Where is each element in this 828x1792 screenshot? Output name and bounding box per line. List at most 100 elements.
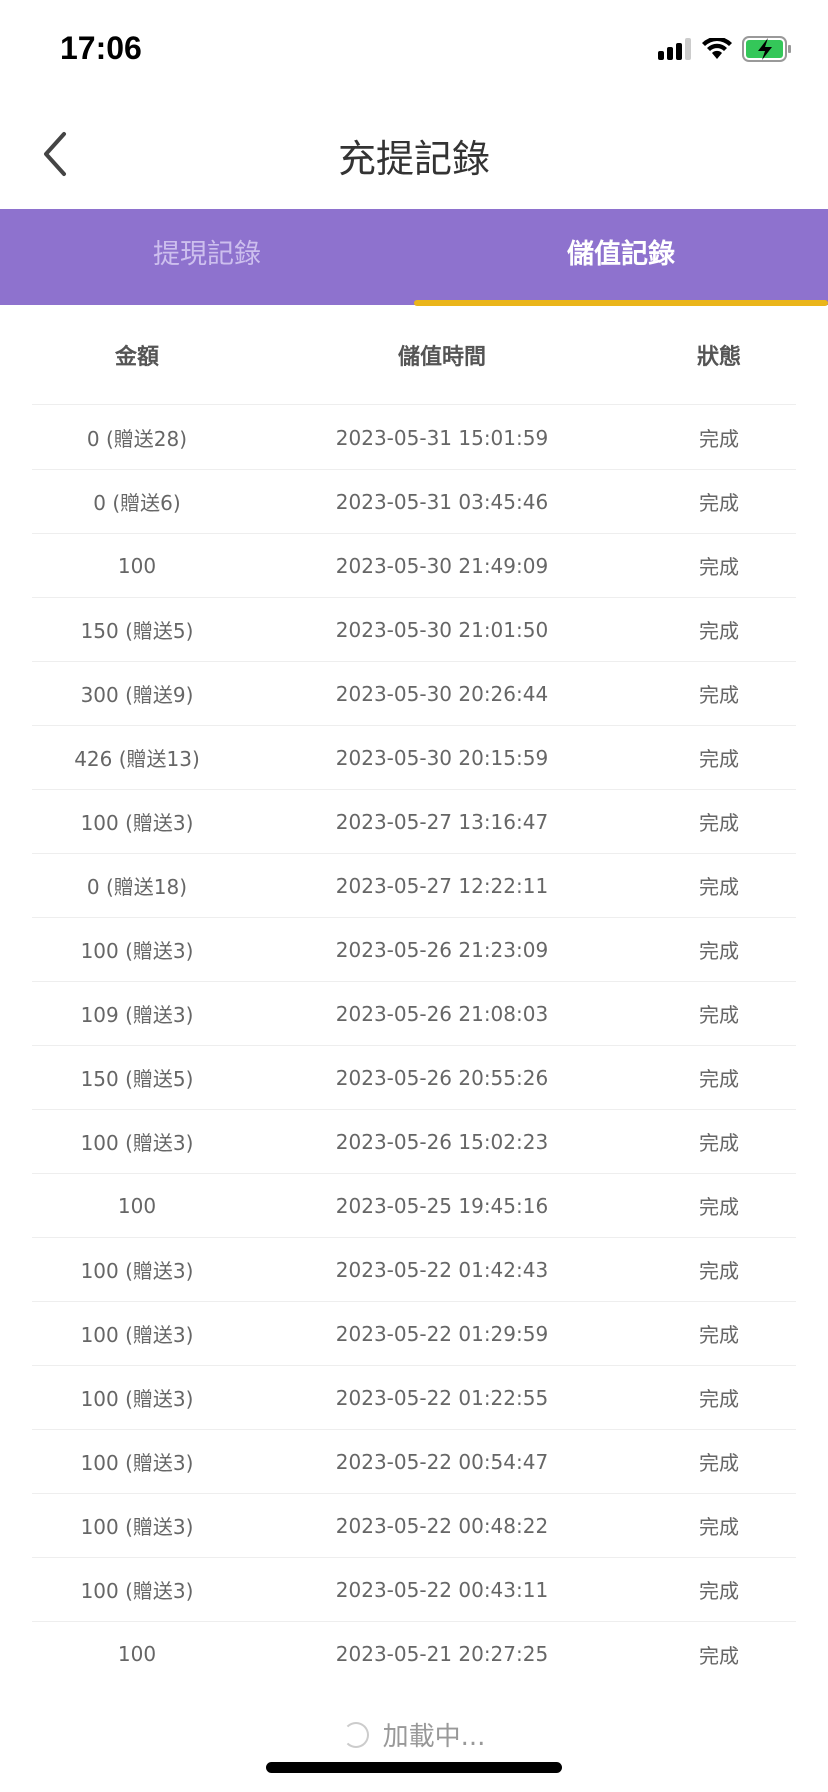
home-indicator (266, 1762, 562, 1773)
cell-amount: 100 (贈送3) (80, 1387, 194, 1411)
cell-amount: 109 (贈送3) (80, 1003, 194, 1027)
signal-icon (658, 38, 691, 60)
cell-amount: 150 (贈送5) (80, 619, 194, 643)
cell-status: 完成 (699, 491, 739, 515)
cell-status: 完成 (699, 939, 739, 963)
table-row: 100 2023-05-30 21:49:09 完成 (32, 534, 796, 598)
table-row: 100 (贈送3) 2023-05-22 00:54:47 完成 (32, 1430, 796, 1494)
table-row: 100 (贈送3) 2023-05-22 01:29:59 完成 (32, 1302, 796, 1366)
cell-time: 2023-05-26 21:23:09 (335, 937, 549, 962)
cell-time: 2023-05-22 00:43:11 (335, 1577, 549, 1602)
cell-status: 完成 (699, 747, 739, 771)
table-row: 100 2023-05-21 20:27:25 完成 (32, 1622, 796, 1686)
table-row: 150 (贈送5) 2023-05-26 20:55:26 完成 (32, 1046, 796, 1110)
cell-time: 2023-05-30 20:26:44 (335, 681, 549, 706)
cell-status: 完成 (699, 1387, 739, 1411)
cell-amount: 100 (117, 1642, 157, 1666)
cell-status: 完成 (699, 1131, 739, 1155)
table-row: 100 (贈送3) 2023-05-22 00:48:22 完成 (32, 1494, 796, 1558)
nav-bar: 充提記錄 (0, 100, 828, 209)
cell-status: 完成 (699, 427, 739, 451)
cell-time: 2023-05-30 21:01:50 (335, 617, 549, 642)
cell-time: 2023-05-22 00:48:22 (335, 1513, 549, 1538)
table-row: 150 (贈送5) 2023-05-30 21:01:50 完成 (32, 598, 796, 662)
cell-amount: 0 (贈送6) (93, 491, 181, 515)
cell-time: 2023-05-21 20:27:25 (335, 1642, 549, 1666)
table-row: 100 (贈送3) 2023-05-26 15:02:23 完成 (32, 1110, 796, 1174)
table-row: 100 (贈送3) 2023-05-22 00:43:11 完成 (32, 1558, 796, 1622)
table-row: 0 (贈送18) 2023-05-27 12:22:11 完成 (32, 854, 796, 918)
cell-amount: 100 (117, 1193, 157, 1218)
cell-time: 2023-05-26 21:08:03 (335, 1001, 549, 1026)
cell-amount: 100 (贈送3) (80, 1515, 194, 1539)
cell-time: 2023-05-27 12:22:11 (335, 873, 549, 898)
cell-time: 2023-05-22 01:42:43 (335, 1257, 549, 1282)
cell-amount: 150 (贈送5) (80, 1067, 194, 1091)
cell-amount: 100 (贈送3) (80, 1131, 194, 1155)
cell-status: 完成 (699, 555, 739, 579)
cell-status: 完成 (699, 1003, 739, 1027)
cell-time: 2023-05-31 15:01:59 (335, 425, 549, 450)
cell-time: 2023-05-30 20:15:59 (335, 745, 549, 770)
table-row: 300 (贈送9) 2023-05-30 20:26:44 完成 (32, 662, 796, 726)
cell-time: 2023-05-22 01:22:55 (335, 1385, 549, 1410)
cell-amount: 0 (贈送28) (86, 427, 188, 451)
table-row: 100 (贈送3) 2023-05-22 01:42:43 完成 (32, 1238, 796, 1302)
cell-status: 完成 (699, 683, 739, 707)
table-header: 金額 儲值時間 狀態 (32, 305, 796, 405)
cell-time: 2023-05-22 00:54:47 (335, 1449, 549, 1474)
table-row: 100 (贈送3) 2023-05-26 21:23:09 完成 (32, 918, 796, 982)
cell-amount: 100 (贈送3) (80, 811, 194, 835)
cell-time: 2023-05-31 03:45:46 (335, 489, 549, 514)
cell-time: 2023-05-22 01:29:59 (335, 1321, 549, 1346)
header-amount: 金額 (114, 344, 159, 370)
tab-withdraw-records[interactable]: 提現記錄 (153, 239, 261, 270)
cell-status: 完成 (699, 1579, 739, 1603)
cell-status: 完成 (699, 1067, 739, 1091)
cell-amount: 100 (贈送3) (80, 939, 194, 963)
cell-amount: 100 (贈送3) (80, 1323, 194, 1347)
table-row: 0 (贈送28) 2023-05-31 15:01:59 完成 (32, 406, 796, 470)
status-bar: 17:06 (0, 0, 828, 100)
cell-status: 完成 (699, 811, 739, 835)
table-row: 109 (贈送3) 2023-05-26 21:08:03 完成 (32, 982, 796, 1046)
chevron-left-icon (44, 132, 66, 176)
table-row: 426 (贈送13) 2023-05-30 20:15:59 完成 (32, 726, 796, 790)
cell-amount: 100 (贈送3) (80, 1451, 194, 1475)
cell-status: 完成 (699, 1195, 739, 1219)
cell-amount: 426 (贈送13) (74, 747, 200, 771)
loading-text: 加載中... (382, 1722, 486, 1752)
cell-amount: 100 (贈送3) (80, 1259, 194, 1283)
cell-time: 2023-05-26 15:02:23 (335, 1129, 549, 1154)
table-row: 100 (贈送3) 2023-05-27 13:16:47 完成 (32, 790, 796, 854)
spinner-icon (342, 1721, 369, 1748)
table-row: 100 (贈送3) 2023-05-22 01:22:55 完成 (32, 1366, 796, 1430)
cell-status: 完成 (699, 1259, 739, 1283)
cell-time: 2023-05-27 13:16:47 (335, 809, 549, 834)
table-row: 0 (贈送6) 2023-05-31 03:45:46 完成 (32, 470, 796, 534)
cell-status: 完成 (699, 875, 739, 899)
loading-indicator: 加載中... (0, 1716, 828, 1753)
cell-status: 完成 (699, 1643, 739, 1668)
cell-time: 2023-05-25 19:45:16 (335, 1193, 549, 1218)
cell-status: 完成 (699, 619, 739, 643)
cell-time: 2023-05-30 21:49:09 (335, 553, 549, 578)
cell-status: 完成 (699, 1451, 739, 1475)
cell-amount: 100 (贈送3) (80, 1579, 194, 1603)
header-status: 狀態 (696, 344, 741, 370)
cell-amount: 0 (贈送18) (86, 875, 188, 899)
cell-amount: 100 (117, 553, 157, 578)
battery-charging-icon (742, 36, 791, 62)
table-row: 100 2023-05-25 19:45:16 完成 (32, 1174, 796, 1238)
cell-time: 2023-05-26 20:55:26 (335, 1065, 549, 1090)
header-time: 儲值時間 (397, 344, 486, 370)
cell-status: 完成 (699, 1515, 739, 1539)
cell-amount: 300 (贈送9) (80, 683, 194, 707)
wifi-icon (702, 38, 732, 59)
back-button[interactable] (36, 126, 76, 182)
tab-bar: 提現記錄 儲值記錄 (0, 209, 828, 306)
tab-deposit-records[interactable]: 儲值記錄 (414, 209, 828, 306)
cell-status: 完成 (699, 1323, 739, 1347)
status-time: 17:06 (60, 30, 142, 66)
page-title: 充提記錄 (337, 137, 490, 181)
